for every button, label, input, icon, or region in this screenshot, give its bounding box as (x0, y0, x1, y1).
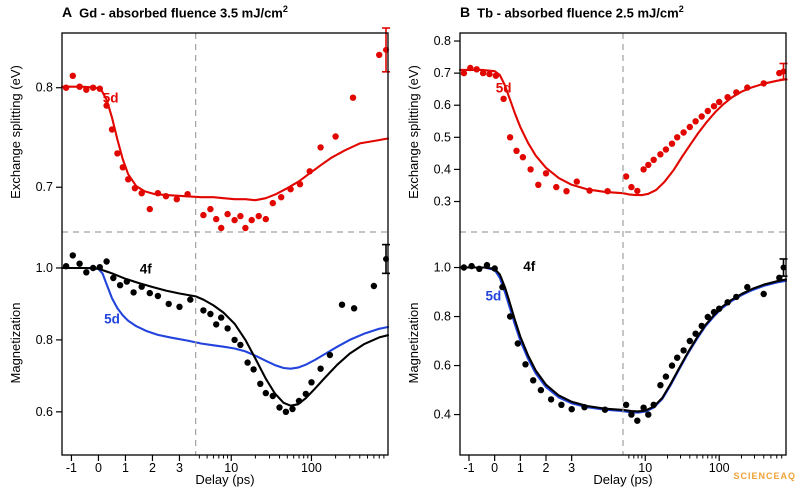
y-tick-label: 1.0 (36, 261, 53, 275)
chart-tb-exchange-splitting: 0.3 0.4 0.5 0.6 0.7 0.8 5d (434, 34, 788, 209)
y-tick-label: 1.0 (434, 261, 451, 275)
x-tick-label: 1 (122, 461, 129, 475)
panel-a-x-axis-label: Delay (ps) (195, 472, 255, 487)
series-4f-model (60, 266, 390, 407)
panel-a-letter: A (62, 4, 73, 21)
y-tick-label: 0.4 (434, 162, 451, 176)
y-tick-label: 0.6 (434, 359, 451, 373)
y-tick-label: 0.8 (434, 310, 451, 324)
x-tick-label: 3 (176, 461, 183, 475)
series-annotation: 4f (140, 261, 153, 276)
y-tick-label: 0.8 (36, 333, 53, 347)
y-tick-label: 0.6 (36, 405, 53, 419)
x-tick-label: 2 (543, 461, 550, 475)
x-tick-label: 3 (568, 461, 575, 475)
series-annotation: 5d (485, 289, 501, 304)
panel-a-title: A Gd - absorbed fluence 3.5 mJ/cm2 (62, 4, 288, 20)
panel-b-title-text: Tb - absorbed fluence 2.5 mJ/cm (477, 5, 679, 21)
series-annotation: 5d (104, 312, 120, 327)
panel-frame (61, 32, 389, 456)
error-bar (382, 27, 391, 73)
x-tick-label: 10 (638, 461, 652, 475)
panel-frame (459, 32, 787, 456)
x-tick-label: 2 (149, 461, 156, 475)
y-tick-label: 0.4 (434, 408, 451, 422)
y-tick-label: 0.8 (434, 34, 451, 48)
series-5d-model (60, 85, 390, 202)
x-tick-label: 10 (224, 461, 238, 475)
chart-gd-magnetization: 0.6 0.8 1.0 4f 5d (36, 243, 391, 419)
series-5d-data (62, 51, 383, 232)
panel-a-bottom-y-axis-label: Magnetization (8, 302, 23, 384)
chart-tb-magnetization: 0.4 0.6 0.8 1.0 4f 5d (434, 258, 788, 424)
series-5d-model (458, 68, 788, 197)
panel-a-title-sup: 2 (282, 4, 288, 14)
series-4f-data (62, 252, 378, 415)
x-tick-label: 100 (709, 461, 730, 475)
x-tick-label: 100 (301, 461, 322, 475)
panel-a-top-y-axis-label: Exchange splitting (eV) (8, 65, 23, 199)
x-tick-label: -1 (66, 461, 77, 475)
panel-b-title-sup: 2 (678, 4, 684, 14)
x-tick-label: -1 (463, 461, 474, 475)
panel-b-top-y-axis-label: Exchange splitting (eV) (406, 65, 421, 199)
series-annotation: 5d (496, 80, 512, 95)
y-tick-label: 0.7 (434, 66, 451, 80)
y-tick-label: 0.7 (36, 180, 53, 194)
chart-gd-exchange-splitting: 0.7 0.8 5d (36, 27, 391, 232)
series-5d-model (60, 266, 390, 370)
series-annotation: 5d (103, 91, 119, 106)
panel-b-axes: -1 0 1 2 3 10 100 (459, 32, 787, 475)
panel-b-title: B Tb - absorbed fluence 2.5 mJ/cm2 (460, 4, 684, 20)
y-tick-label: 0.6 (434, 98, 451, 112)
error-bar (382, 243, 391, 275)
panel-a-title-text: Gd - absorbed fluence 3.5 mJ/cm (79, 5, 283, 21)
y-tick-label: 0.8 (36, 81, 53, 95)
series-5d-data (460, 64, 783, 195)
x-tick-label: 0 (491, 461, 498, 475)
series-annotation: 4f (523, 259, 536, 274)
x-tick-label: 1 (517, 461, 524, 475)
panel-a-axes: -1 0 1 2 3 10 100 (61, 32, 389, 475)
panel-b-letter: B (460, 4, 471, 21)
series-4f-data (460, 261, 783, 424)
y-tick-label: 0.3 (434, 195, 451, 209)
y-tick-label: 0.5 (434, 130, 451, 144)
x-tick-label: 0 (95, 461, 102, 475)
panel-b-x-axis-label: Delay (ps) (593, 472, 653, 487)
watermark: SCIENCEAQ (733, 471, 796, 481)
panel-b-bottom-y-axis-label: Magnetization (406, 302, 421, 384)
